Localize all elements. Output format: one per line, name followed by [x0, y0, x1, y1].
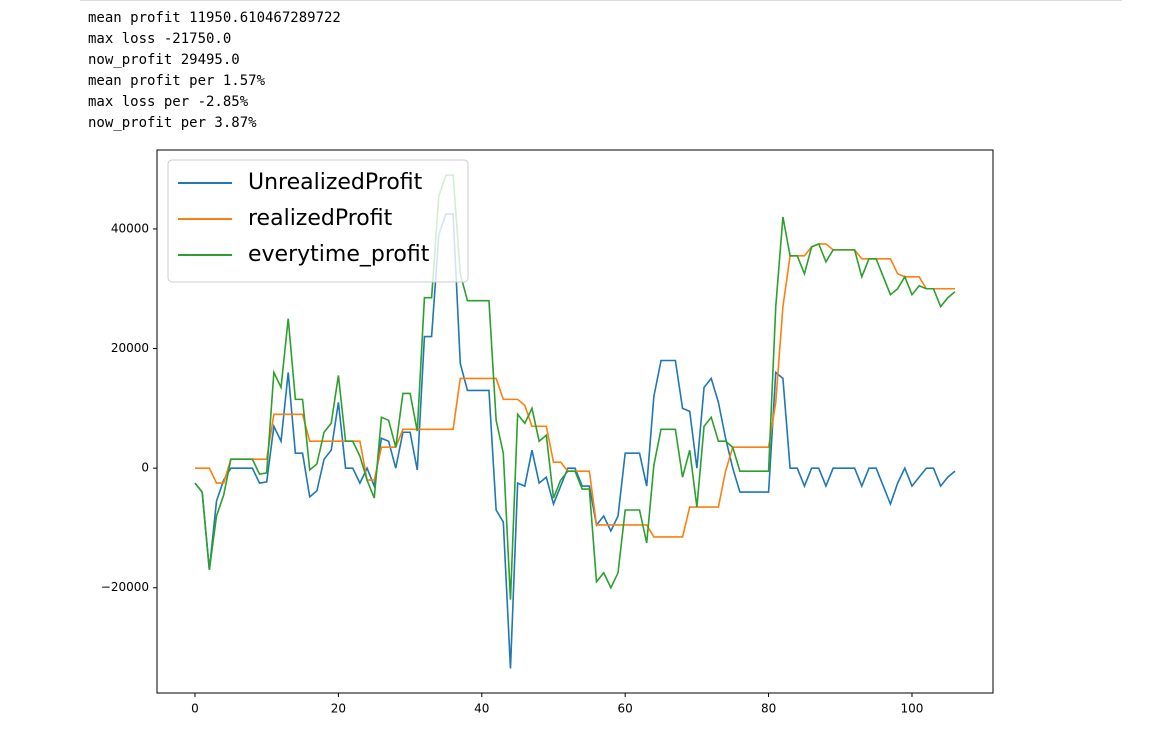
y-tick-label: −20000 [101, 580, 149, 594]
legend-label: realizedProfit [248, 206, 393, 231]
output-line: mean profit per 1.57% [88, 73, 266, 89]
legend-label: everytime_profit [248, 242, 430, 267]
plot-frame [156, 149, 994, 694]
legend-box [167, 159, 469, 283]
y-tick-label: 20000 [111, 341, 149, 355]
x-tick-label: 0 [191, 702, 199, 716]
x-tick-label: 40 [474, 702, 489, 716]
x-tick-label: 60 [618, 702, 633, 716]
output-line: now_profit 29495.0 [88, 52, 240, 68]
output-line: max loss per -2.85% [88, 94, 249, 110]
legend-label: UnrealizedProfit [248, 170, 423, 195]
x-tick-label: 20 [331, 702, 346, 716]
output-line: mean profit 11950.610467289722 [88, 10, 341, 26]
cell-border [80, 0, 1122, 1]
y-tick-label: 40000 [111, 221, 149, 235]
x-tick-label: 100 [901, 702, 924, 716]
x-tick-label: 80 [761, 702, 776, 716]
series-line [194, 174, 956, 600]
output-line: max loss -21750.0 [88, 31, 232, 47]
y-tick-label: 0 [141, 461, 149, 475]
output-line: now_profit per 3.87% [88, 115, 257, 131]
cell-output: mean profit 11950.610467289722 max loss -… [88, 8, 341, 134]
series-line [194, 213, 956, 669]
